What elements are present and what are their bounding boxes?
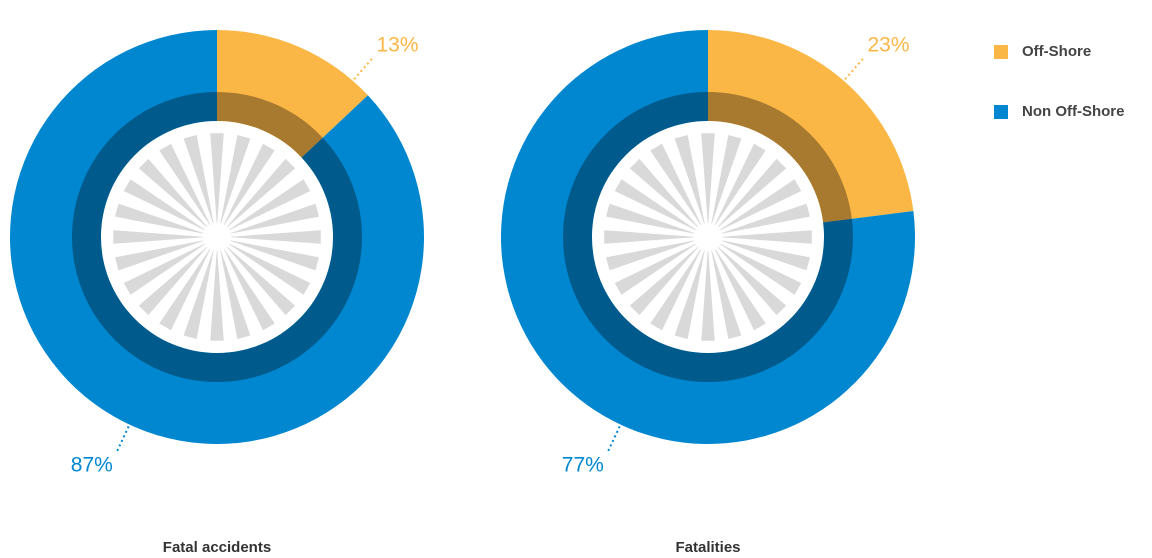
hub-spoke (226, 158, 296, 228)
data-label: 13% (376, 34, 418, 57)
data-label: 23% (867, 34, 909, 57)
hub-spoke (230, 230, 321, 244)
inner-ring (72, 92, 362, 382)
hub-spoke (650, 248, 702, 331)
hub-spoke (230, 203, 319, 234)
hub-spoke (711, 135, 742, 224)
hub-spoke (159, 248, 211, 331)
hub-spoke (701, 133, 715, 224)
hub-spoke (714, 143, 766, 226)
inner-ring (563, 92, 853, 382)
hub-spoke (629, 158, 699, 228)
hub-spoke (719, 179, 802, 231)
hub-spoke (159, 143, 211, 226)
hub-spoke (614, 243, 697, 295)
hub-spoke (113, 230, 204, 244)
hub-spoke (650, 143, 702, 226)
hub-spoke (123, 179, 206, 231)
hub-spoke (717, 158, 787, 228)
chart-title: Fatal accidents (163, 539, 271, 556)
hub-spoke (717, 246, 787, 316)
hub-spoke (210, 250, 224, 341)
hub-spoke (228, 243, 311, 295)
hub-spoke (614, 179, 697, 231)
legend-swatch (994, 105, 1008, 119)
hub-spoke (226, 246, 296, 316)
hub-spoke (714, 248, 766, 331)
hub-spoke (606, 203, 695, 234)
hub-spoke (223, 143, 275, 226)
hub-spoke (183, 250, 214, 339)
hub-spoke (629, 246, 699, 316)
hub-spoke (220, 135, 251, 224)
hub-spoke (674, 250, 705, 339)
hub-spoke (719, 243, 802, 295)
hub-spoke (220, 250, 251, 339)
hub-spoke (115, 203, 204, 234)
legend-label: Off-Shore (1022, 43, 1091, 60)
hub-spoke (138, 246, 208, 316)
hub-spoke (230, 240, 319, 271)
hub-spoke (604, 230, 695, 244)
hub-spoke (228, 179, 311, 231)
hub-spoke (123, 243, 206, 295)
hub-spoke (721, 240, 810, 271)
hub-spoke (701, 250, 715, 341)
chart-title: Fatalities (675, 539, 740, 556)
legend-label: Non Off-Shore (1022, 103, 1125, 120)
hub-spoke (138, 158, 208, 228)
legend-swatch (994, 45, 1008, 59)
hub-spoke (721, 203, 810, 234)
hub-spoke (606, 240, 695, 271)
hub-spoke (721, 230, 812, 244)
hub-spoke (674, 135, 705, 224)
hub-spoke (223, 248, 275, 331)
hub-spoke (115, 240, 204, 271)
hub-spoke (210, 133, 224, 224)
hub-spoke (183, 135, 214, 224)
data-label: 87% (71, 453, 113, 476)
data-label: 77% (562, 453, 604, 476)
hub-spoke (711, 250, 742, 339)
